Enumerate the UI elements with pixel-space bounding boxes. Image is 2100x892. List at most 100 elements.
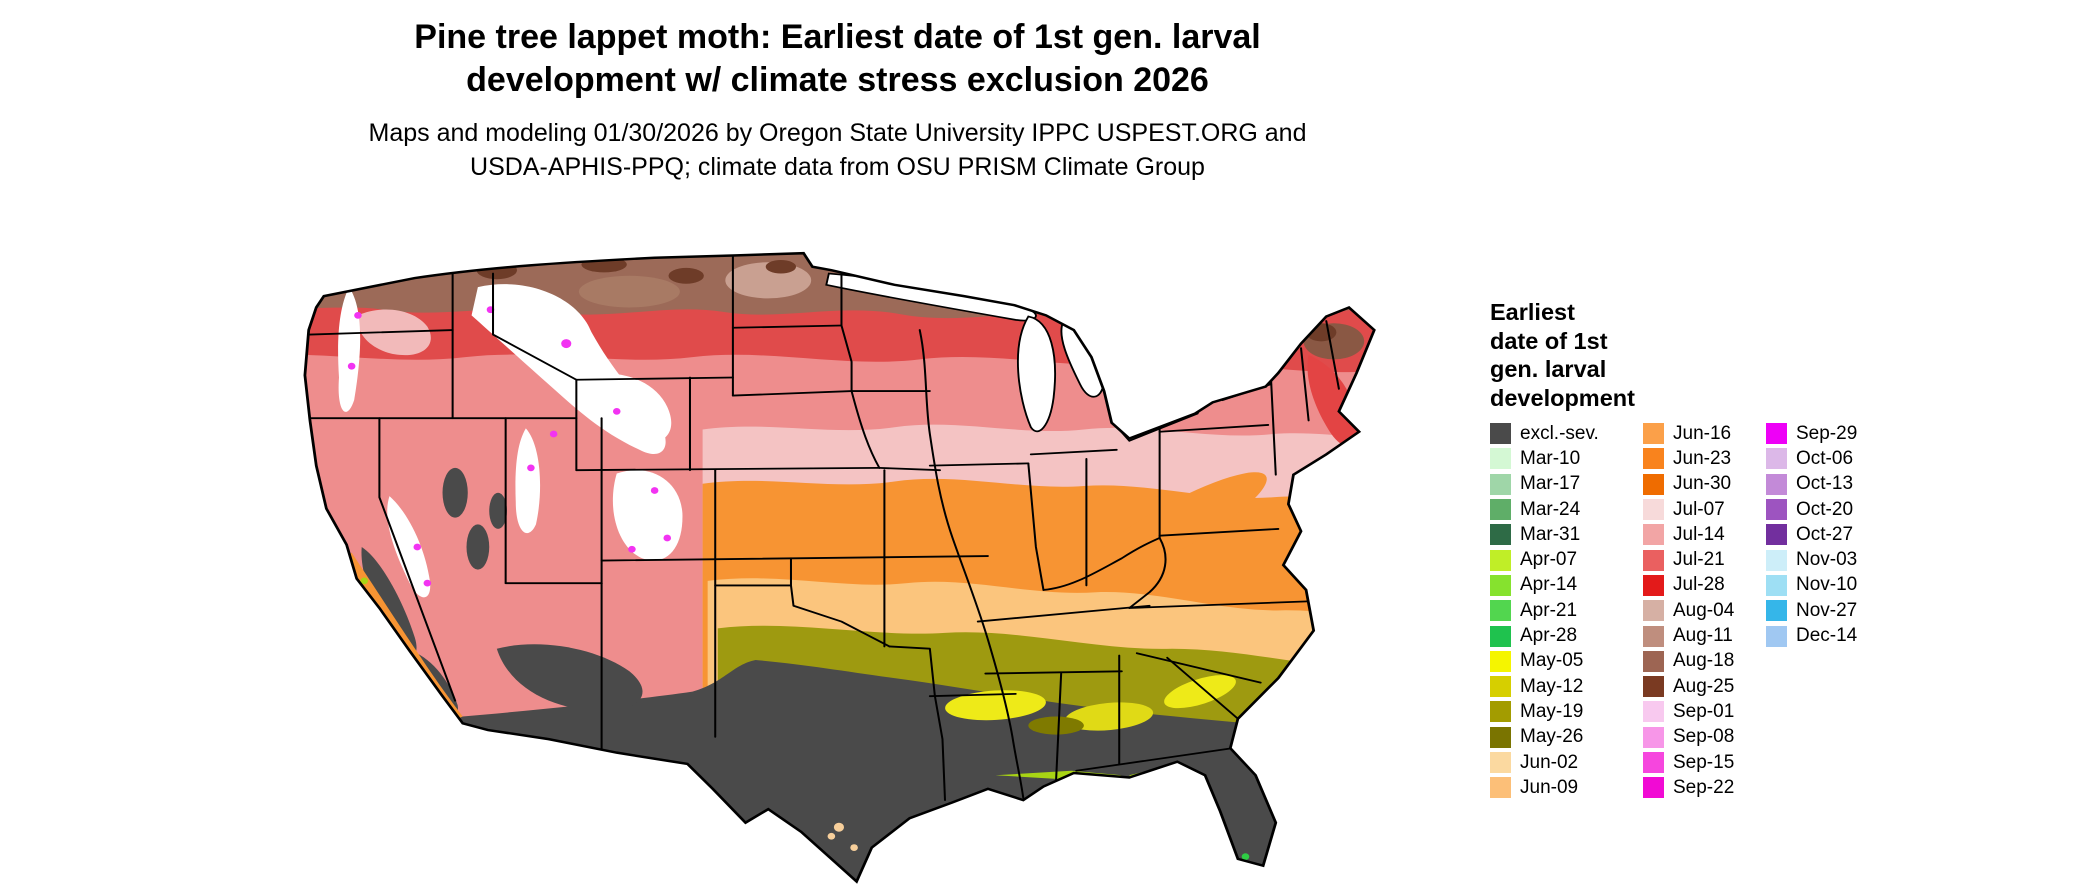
legend-column: excl.-sev. Mar-10 Mar-17 Mar-24 Mar-31 Apr-07…	[1490, 421, 1643, 800]
legend-swatch	[1643, 574, 1664, 596]
legend-swatch	[1490, 726, 1511, 748]
legend-entry: Nov-27	[1766, 598, 1857, 623]
legend-entry-label: Aug-04	[1673, 599, 1735, 621]
legend-entry: Jun-16	[1643, 421, 1766, 446]
legend-entry-label: Oct-13	[1796, 473, 1854, 495]
legend-entry-label: Jun-09	[1520, 776, 1579, 798]
legend-swatch	[1643, 625, 1664, 647]
legend-entry: Jun-23	[1643, 446, 1766, 471]
us-map-svg	[303, 251, 1376, 884]
legend-swatch	[1490, 625, 1511, 647]
legend-entry-label: Sep-29	[1796, 422, 1858, 444]
legend-entry: Aug-25	[1643, 674, 1766, 699]
legend-entry-label: Aug-18	[1673, 650, 1735, 672]
legend-entry: Jun-02	[1490, 750, 1643, 775]
legend-swatch	[1766, 625, 1787, 647]
legend-entry-label: Aug-25	[1673, 675, 1735, 697]
legend-entry-label: Jun-30	[1673, 473, 1732, 495]
legend-entry: Nov-10	[1766, 573, 1857, 598]
legend-swatch	[1643, 752, 1664, 773]
legend-entry: Oct-06	[1766, 446, 1857, 471]
legend-entry-label: Apr-28	[1520, 625, 1578, 647]
header: Pine tree lappet moth: Earliest date of …	[0, 16, 1675, 184]
legend-entry-label: Apr-21	[1520, 599, 1578, 621]
legend-entry-label: excl.-sev.	[1520, 422, 1599, 444]
legend-swatch	[1766, 423, 1787, 445]
legend-entry-label: Apr-14	[1520, 574, 1578, 596]
legend-swatch	[1766, 549, 1787, 571]
legend-entry-label: Sep-01	[1673, 700, 1735, 722]
legend-swatch	[1766, 448, 1787, 470]
legend-entry-label: Jul-21	[1673, 549, 1725, 571]
legend-swatch	[1490, 650, 1511, 672]
legend-swatch	[1490, 701, 1511, 723]
legend-swatch	[1643, 777, 1664, 799]
legend-swatch	[1643, 448, 1664, 470]
legend-entry: Sep-08	[1643, 725, 1766, 750]
legend-swatch	[1643, 499, 1664, 521]
legend-entry-label: May-05	[1520, 650, 1584, 672]
page-subtitle: Maps and modeling 01/30/2026 by Oregon S…	[0, 116, 1675, 184]
legend-entry: Mar-31	[1490, 522, 1643, 547]
legend-entry-label: Jun-16	[1673, 422, 1732, 444]
legend-swatch	[1490, 499, 1511, 521]
legend-entry: May-19	[1490, 699, 1643, 724]
legend-swatch	[1490, 473, 1511, 495]
legend-entry: Jul-07	[1643, 497, 1766, 522]
legend-entry: Dec-14	[1766, 623, 1857, 648]
legend-column: Jun-16 Jun-23 Jun-30 Jul-07 Jul-14 Jul-21 Jul-…	[1643, 421, 1766, 800]
legend-swatch	[1490, 549, 1511, 571]
legend-entry: Sep-29	[1766, 421, 1857, 446]
legend-entry-label: Aug-11	[1673, 625, 1733, 647]
legend-entry-label: Jun-02	[1520, 751, 1579, 773]
legend-swatch	[1490, 423, 1511, 445]
legend-entry-label: Sep-22	[1673, 776, 1735, 798]
legend-entry: Jun-30	[1643, 472, 1766, 497]
legend-entry: Sep-22	[1643, 775, 1766, 800]
legend-entry-label: May-12	[1520, 675, 1584, 697]
legend-swatch	[1490, 752, 1511, 773]
title-line-1: Pine tree lappet moth: Earliest date of …	[414, 18, 1261, 56]
legend-swatch	[1643, 473, 1664, 495]
legend-entry-label: Nov-10	[1796, 574, 1858, 596]
legend-swatch	[1766, 600, 1787, 622]
legend-entry-label: Jul-28	[1673, 574, 1725, 596]
legend-swatch	[1643, 701, 1664, 723]
legend-entry: Mar-17	[1490, 472, 1643, 497]
legend-entry: excl.-sev.	[1490, 421, 1643, 446]
legend-swatch	[1643, 549, 1664, 571]
legend-entry: Oct-27	[1766, 522, 1857, 547]
legend-swatch	[1643, 726, 1664, 748]
legend-entry-label: Apr-07	[1520, 549, 1578, 571]
legend-entry-label: Oct-20	[1796, 498, 1854, 520]
legend-title-line: date of 1st	[1490, 327, 1608, 354]
legend-swatch	[1643, 650, 1664, 672]
legend-entry-label: Oct-27	[1796, 523, 1854, 545]
legend-entry-label: Mar-31	[1520, 523, 1581, 545]
legend-entry-label: Jul-14	[1673, 523, 1725, 545]
legend-entry: Sep-01	[1643, 699, 1766, 724]
legend-swatch	[1643, 600, 1664, 622]
legend-entry-label: Oct-06	[1796, 447, 1854, 469]
legend-entry: Mar-24	[1490, 497, 1643, 522]
legend-entry-label: Mar-10	[1520, 447, 1581, 469]
legend-entry: May-05	[1490, 649, 1643, 674]
legend-entry-label: Nov-03	[1796, 549, 1858, 571]
legend-entry-label: Sep-08	[1673, 726, 1735, 748]
legend-swatch	[1643, 676, 1664, 698]
legend-swatch	[1490, 574, 1511, 596]
legend-swatch	[1490, 676, 1511, 698]
page-title: Pine tree lappet moth: Earliest date of …	[0, 16, 1675, 102]
legend-entry: Oct-13	[1766, 472, 1857, 497]
legend-title: Earliest date of 1st gen. larval develop…	[1490, 298, 1635, 412]
title-line-2: development w/ climate stress exclusion …	[466, 61, 1209, 99]
legend-entry: Jun-09	[1490, 775, 1643, 800]
legend-entry-label: Sep-15	[1673, 751, 1735, 773]
legend-swatch	[1766, 524, 1787, 546]
legend-swatch	[1766, 499, 1787, 521]
legend-entry-label: Nov-27	[1796, 599, 1858, 621]
legend-entry: Apr-28	[1490, 623, 1643, 648]
legend-title-line: development	[1490, 384, 1635, 411]
legend-title-line: Earliest	[1490, 299, 1575, 325]
legend-entry-label: Jul-07	[1673, 498, 1725, 520]
